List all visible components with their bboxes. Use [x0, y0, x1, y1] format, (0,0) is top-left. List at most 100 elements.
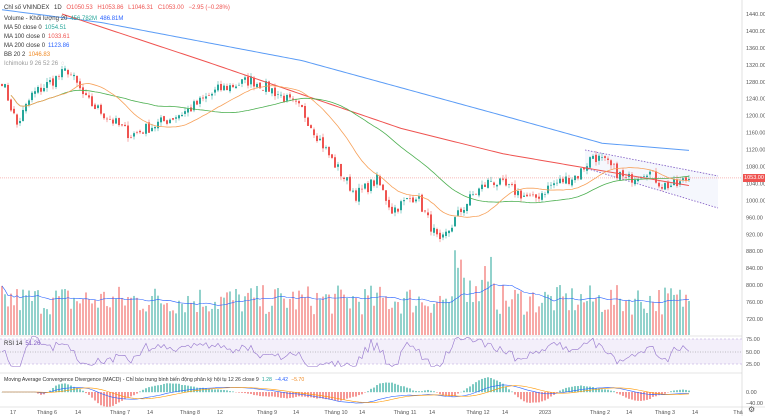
candle	[34, 91, 36, 94]
volume-bar	[592, 301, 594, 335]
macd-histogram-bar	[625, 392, 627, 398]
price-tick-label: 760.00	[746, 300, 763, 306]
volume-bar	[409, 289, 411, 335]
candle	[412, 197, 414, 203]
macd-histogram-bar	[283, 392, 285, 398]
macd-histogram-bar	[565, 387, 567, 393]
candle	[70, 74, 72, 76]
candle	[292, 98, 294, 100]
volume-bar	[442, 299, 444, 335]
legend-macd[interactable]: Moving Average Convergence Divergence (M…	[4, 377, 307, 383]
candle	[310, 125, 312, 129]
volume-bar	[313, 314, 315, 335]
volume-bar	[685, 294, 687, 335]
candle	[604, 156, 606, 158]
macd-histogram-bar	[328, 392, 330, 400]
volume-bar	[208, 311, 210, 335]
candle	[478, 188, 480, 196]
volume-bar	[631, 314, 633, 335]
macd-histogram-bar	[487, 377, 489, 393]
volume-bar	[40, 313, 42, 335]
volume-bar	[535, 312, 537, 335]
legend-ma100[interactable]: MA 100 close 0 1033.61	[4, 34, 73, 40]
price-tick-label: 960.00	[746, 215, 763, 221]
candle	[331, 154, 333, 158]
channel-lower	[584, 167, 719, 209]
volume-bar	[103, 291, 105, 335]
legend-ichimoku[interactable]: Ichimoku 9 26 52 26 ◌	[4, 61, 68, 67]
macd-histogram-bar	[439, 392, 441, 395]
volume-bar	[568, 310, 570, 335]
candle	[112, 119, 114, 124]
volume-bar	[553, 310, 555, 335]
macd-histogram-bar	[64, 383, 66, 393]
macd-histogram-bar	[82, 390, 84, 393]
candle	[355, 190, 357, 201]
macd-histogram-bar	[133, 392, 135, 396]
ma50-line	[10, 89, 690, 204]
candle	[298, 101, 300, 104]
volume-bar	[547, 294, 549, 335]
volume-bar	[145, 311, 147, 335]
time-tick-label: Tháng 9	[257, 410, 277, 416]
candle	[340, 163, 342, 177]
candle	[346, 177, 348, 181]
open-value: O1050.53	[66, 5, 93, 11]
candle	[379, 176, 381, 186]
legend-ma200[interactable]: MA 200 close 0 1123.86	[4, 43, 72, 49]
volume-bar	[418, 296, 420, 335]
macd-histogram-bar	[73, 386, 75, 393]
price-tick-label: 1360.00	[746, 46, 765, 52]
candle	[595, 154, 597, 163]
volume-bar	[223, 297, 225, 335]
time-tick-label: 12	[217, 410, 223, 416]
candle	[550, 184, 552, 186]
legend-ma50[interactable]: MA 50 close 0 1054.51	[4, 25, 69, 31]
candle	[625, 177, 627, 178]
legend-bb[interactable]: BB 20 2 1046.83	[4, 52, 53, 58]
macd-histogram-bar	[427, 389, 429, 393]
symbol-name[interactable]: Chỉ số VNINDEX	[4, 5, 50, 11]
volume-bar	[532, 292, 534, 335]
candle	[688, 178, 690, 181]
candle	[7, 84, 9, 101]
macd-histogram-bar	[505, 386, 507, 393]
candle	[271, 88, 273, 94]
volume-bar	[250, 288, 252, 335]
volume-bar	[682, 306, 684, 335]
macd-histogram-bar	[184, 385, 186, 393]
candle	[64, 68, 66, 71]
macd-histogram-bar	[229, 391, 231, 393]
candle	[418, 196, 420, 199]
macd-histogram-bar	[409, 388, 411, 393]
macd-histogram-bar	[649, 392, 651, 400]
legend-volume[interactable]: Volume - Khối lượng 20 456.782M 486.81M	[4, 16, 126, 22]
volume-bar	[337, 285, 339, 335]
macd-histogram-bar	[496, 380, 498, 393]
volume-bar	[574, 310, 576, 335]
candle	[184, 111, 186, 114]
interval[interactable]: 1D	[54, 5, 62, 11]
volume-bar	[433, 303, 435, 335]
volume-bar	[496, 309, 498, 335]
macd-histogram-bar	[502, 383, 504, 393]
legend-label: MA 50 close 0	[4, 25, 42, 31]
settings-gear-icon[interactable]: ⚙	[748, 405, 756, 414]
candle	[514, 184, 516, 195]
macd-histogram-bar	[550, 392, 552, 397]
macd-histogram-bar	[91, 392, 93, 398]
volume-bar	[61, 289, 63, 335]
volume-bar	[229, 291, 231, 335]
macd-histogram-bar	[376, 385, 378, 393]
volume-bar	[271, 305, 273, 335]
volume-bar	[265, 313, 267, 335]
legend-rsi[interactable]: RSI 14 51.26	[4, 341, 43, 347]
macd-histogram-bar	[517, 392, 519, 398]
candle	[157, 121, 159, 129]
time-tick-label: Tháng 3	[655, 410, 675, 416]
volume-bar	[400, 313, 402, 335]
candle	[283, 95, 285, 103]
candle	[268, 81, 270, 92]
eye-hidden-icon[interactable]: ◌	[61, 61, 65, 67]
